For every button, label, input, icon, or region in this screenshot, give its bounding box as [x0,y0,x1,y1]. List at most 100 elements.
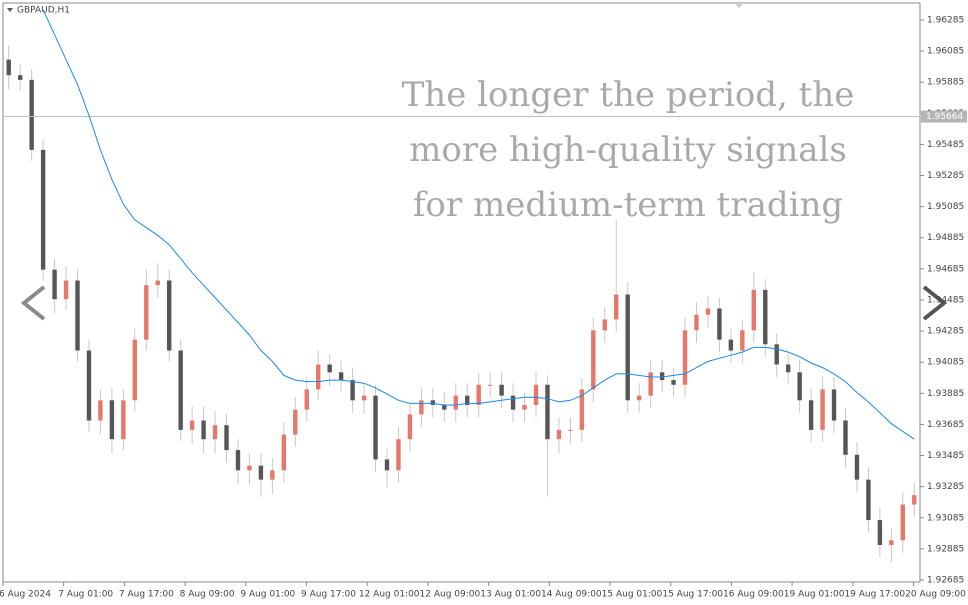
candle-body [442,404,447,410]
candle-body [212,425,218,440]
candle-body [144,285,149,340]
y-tick-label: 1.95285 [927,171,964,181]
candle-body [797,372,802,401]
overlay-line: more high-quality signals [409,130,847,170]
candle-body [293,409,298,435]
candle-body [889,540,894,545]
y-tick-label: 1.93485 [927,451,964,461]
candle-body [201,420,206,440]
candle-body [591,330,596,390]
candle-body [900,504,906,541]
y-tick-label: 1.94685 [927,264,964,274]
candle-body [579,389,585,430]
candle-body [774,344,779,365]
candle-body [338,372,344,381]
candle-body [820,389,825,430]
candle-body [625,294,630,401]
candle-body [40,149,46,270]
candle-body [17,75,23,80]
candle-body [499,384,504,396]
candle-body [109,400,115,440]
candle-body [63,280,69,300]
candle-body [694,314,699,331]
candle-body [132,339,138,401]
candle-body [361,395,367,401]
candle-body [384,459,390,471]
candle-body [785,364,791,373]
candle-body [396,439,401,471]
candle-body [453,395,458,410]
candle-body [224,425,229,451]
candle-body [843,420,848,455]
x-tick-label: 15 Aug 17:00 [662,590,723,600]
candle-body [98,400,103,421]
y-tick-label: 1.92885 [927,544,964,554]
candle-body [86,350,92,421]
candle-body [350,380,355,401]
shift-marker [734,3,744,8]
x-tick-label: 9 Aug 17:00 [301,590,356,600]
y-tick-label: 1.93685 [927,420,964,430]
y-tick-label: 1.96285 [927,15,964,25]
nav-prev[interactable] [20,285,46,321]
y-tick-label: 1.94285 [927,327,964,337]
candle-body [648,372,653,396]
candle-body [659,372,665,381]
nav-next[interactable] [922,285,948,321]
y-tick-label: 1.95485 [927,140,964,150]
candle-body [258,465,264,480]
x-tick-label: 9 Aug 01:00 [240,590,295,600]
y-tick-label: 1.93885 [927,389,964,399]
candle-body [808,400,814,430]
candle-body [556,429,562,440]
x-tick-label: 7 Aug 17:00 [119,590,174,600]
candle-body [866,479,871,521]
y-tick-label: 1.95885 [927,78,964,88]
candle-body [717,308,722,340]
candle-body [728,339,734,351]
candle-body [682,330,688,385]
x-tick-label: 13 Aug 01:00 [480,590,541,600]
y-tick-label: 1.94485 [927,295,964,305]
candle-body [912,495,917,505]
candle-body [877,520,883,545]
x-tick-label: 16 Aug 09:00 [723,590,784,600]
candle-body [75,280,80,351]
y-tick-label: 1.93085 [927,513,964,523]
candle-body [407,414,413,440]
candle-body [247,465,252,471]
candle-body [763,289,768,345]
y-tick-label: 1.92685 [927,575,964,585]
x-tick-label: 15 Aug 01:00 [602,590,663,600]
candle-body [281,434,287,471]
candle-body [121,400,126,440]
candle-body [487,384,493,386]
x-tick-label: 20 Aug 09:00 [905,590,966,600]
candle-body [614,294,619,320]
candle-body [167,280,172,351]
candle-body [545,384,550,440]
symbol-menu-icon[interactable] [7,8,13,12]
y-tick-label: 1.96085 [927,47,964,57]
current-price-box [921,110,967,123]
plot-frame [2,2,921,583]
candle-body [6,59,11,76]
candle-body [854,454,860,480]
x-tick-label: 7 Aug 01:00 [58,590,113,600]
candle-body [510,395,516,410]
y-tick-label: 1.94085 [927,358,964,368]
candle-body [522,404,527,410]
overlay-text: The longer the period, the more high-qua… [402,75,855,225]
y-tick-label: 1.93285 [927,482,964,492]
y-tick-label: 1.94885 [927,233,964,243]
candle-body [270,470,275,480]
candle-body [751,289,756,331]
candle-body [304,389,309,410]
candle-body [52,269,57,300]
candle-body [430,400,436,405]
candle-body [740,330,745,351]
candle-body [235,450,241,471]
moving-average-line [42,9,915,440]
candle-body [373,395,378,460]
